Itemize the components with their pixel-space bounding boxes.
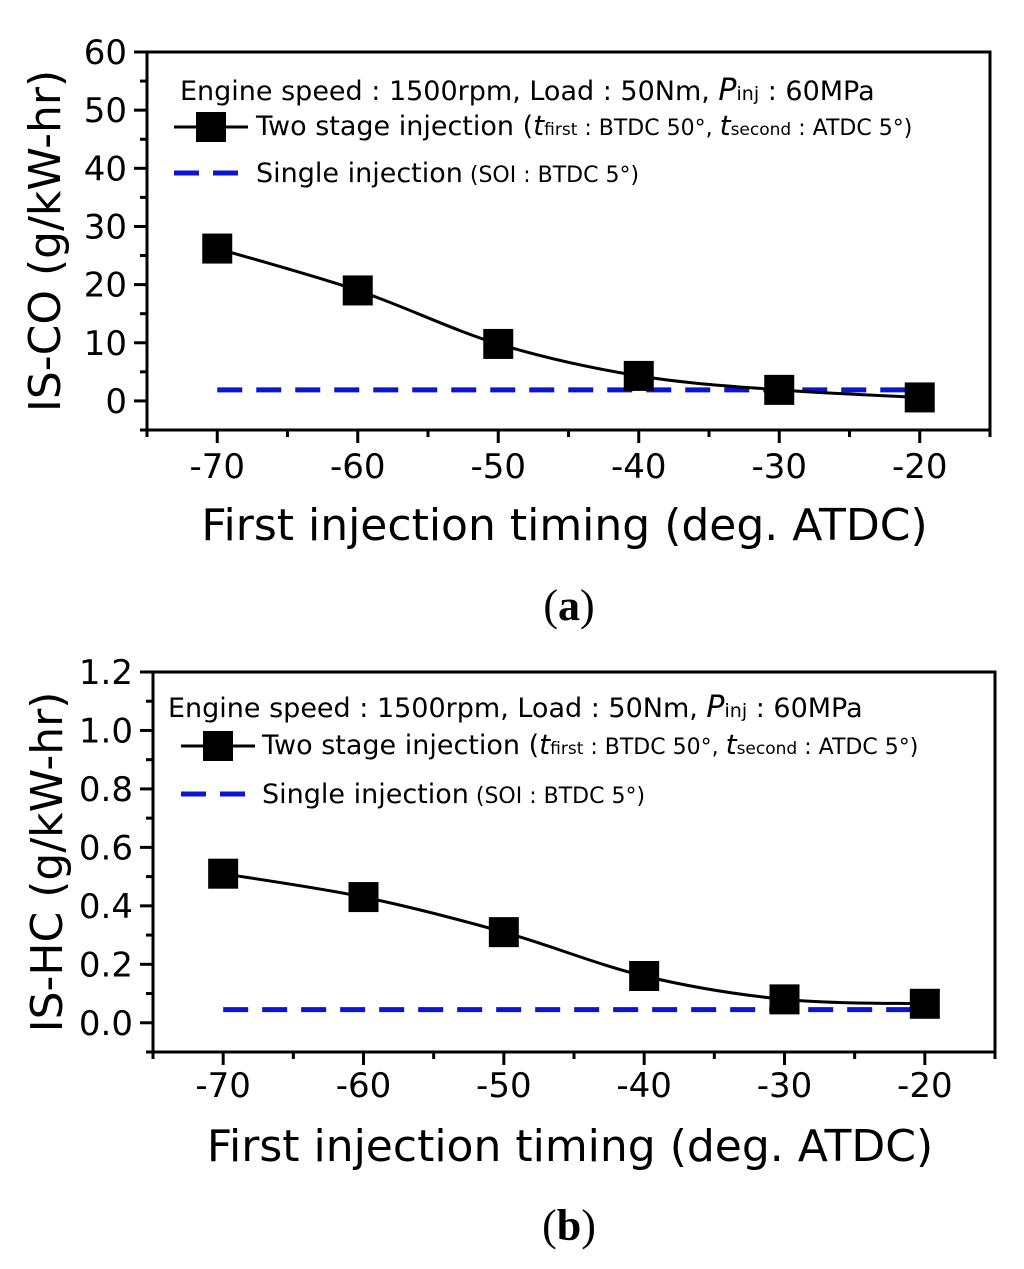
legend-t-second-symbol: t bbox=[726, 728, 738, 761]
annotation-subscript: inj bbox=[737, 83, 760, 105]
y-tick-label: 60 bbox=[84, 33, 127, 73]
legend-two-stage-label: Two stage injection (tfirst : BTDC 50°, … bbox=[255, 109, 912, 142]
x-tick-label: -70 bbox=[189, 447, 245, 487]
legend-two-stage-marker bbox=[196, 112, 226, 142]
y-tick-label: 0.6 bbox=[79, 828, 133, 868]
series-two-stage-point-6 bbox=[904, 382, 935, 413]
x-tick-label: -70 bbox=[195, 1066, 251, 1106]
series-two-stage-point-1 bbox=[202, 233, 233, 264]
panel-label: (b) bbox=[542, 1201, 596, 1250]
plot-frame bbox=[151, 670, 997, 1054]
x-tick-label: -40 bbox=[611, 447, 667, 487]
panel-label-close-paren: ) bbox=[581, 1201, 596, 1250]
panel-label: (a) bbox=[543, 581, 594, 630]
legend-t-second-subscript: second bbox=[731, 120, 792, 140]
legend-two-stage-paren: ( bbox=[514, 111, 533, 142]
legend-t-first-symbol: t bbox=[533, 109, 545, 142]
y-tick-label: 1.0 bbox=[79, 711, 133, 751]
legend-single-note: (SOI : BTDC 5°) bbox=[463, 163, 639, 188]
conditions-annotation: Engine speed : 1500rpm, Load : 50Nm, Pin… bbox=[180, 73, 875, 108]
legend-t-second-value: : ATDC 5°) bbox=[791, 116, 912, 141]
y-tick-label: 0.0 bbox=[79, 1004, 133, 1044]
x-axis-label: First injection timing (deg. ATDC) bbox=[207, 1121, 933, 1172]
series-two-stage-point-1 bbox=[208, 858, 239, 889]
y-tick-label: 20 bbox=[84, 266, 127, 306]
plot-frame bbox=[145, 50, 992, 432]
annotation-tail: : 60MPa bbox=[747, 693, 863, 724]
legend-t-first-subscript: first bbox=[550, 739, 584, 759]
annotation-tail: : 60MPa bbox=[759, 76, 875, 107]
x-tick-label: -30 bbox=[751, 447, 807, 487]
annotation-main: Engine speed : 1500rpm, Load : 50Nm, bbox=[180, 76, 718, 107]
legend-single-label: Single injection (SOI : BTDC 5°) bbox=[256, 158, 639, 189]
legend-two-stage-name: Two stage injection bbox=[255, 111, 514, 142]
x-axis-label: First injection timing (deg. ATDC) bbox=[201, 500, 927, 551]
y-tick-label: 0.8 bbox=[79, 770, 133, 810]
series-two-stage-line bbox=[216, 247, 920, 399]
legend-t-first-subscript: first bbox=[544, 120, 578, 140]
y-tick-label: 0.2 bbox=[79, 945, 133, 985]
panel-label-letter: b bbox=[557, 1201, 581, 1250]
conditions-annotation: Engine speed : 1500rpm, Load : 50Nm, Pin… bbox=[168, 690, 863, 725]
series-two-stage-point-4 bbox=[629, 961, 660, 991]
x-tick-label: -50 bbox=[476, 1066, 532, 1106]
y-axis-label: IS-CO (g/kW-hr) bbox=[20, 70, 71, 412]
series-two-stage-point-3 bbox=[483, 328, 514, 359]
series-two-stage-point-4 bbox=[623, 360, 654, 391]
legend-two-stage-marker bbox=[203, 731, 233, 761]
panel-label-close-paren: ) bbox=[580, 581, 595, 630]
legend-single-name: Single injection bbox=[256, 158, 463, 189]
panel-label-open-paren: ( bbox=[543, 581, 558, 630]
panel-label-open-paren: ( bbox=[542, 1201, 557, 1250]
x-tick-label: -40 bbox=[616, 1066, 672, 1106]
y-tick-label: 1.2 bbox=[79, 653, 133, 693]
x-tick-label: -60 bbox=[336, 1066, 392, 1106]
annotation-symbol: P bbox=[718, 73, 737, 108]
legend-two-stage-name: Two stage injection bbox=[261, 730, 520, 761]
legend-t-second-value: : ATDC 5°) bbox=[797, 735, 918, 760]
annotation-subscript: inj bbox=[725, 700, 748, 722]
series-two-stage-point-2 bbox=[342, 275, 373, 306]
annotation-symbol: P bbox=[706, 690, 725, 725]
legend-single-name: Single injection bbox=[262, 779, 469, 810]
chart-panel-a: -70 -60 -50 -40 -30 -20 0 10 20 30 40 50 60 First inj… bbox=[20, 33, 992, 630]
series-two-stage-point-5 bbox=[764, 374, 795, 405]
legend-t-first-symbol: t bbox=[539, 728, 551, 761]
y-tick-label: 50 bbox=[84, 91, 127, 131]
y-tick-label: 40 bbox=[84, 149, 127, 189]
series-two-stage-point-3 bbox=[488, 917, 519, 948]
annotation-main: Engine speed : 1500rpm, Load : 50Nm, bbox=[168, 693, 706, 724]
y-tick-label: 0 bbox=[105, 382, 127, 422]
series-two-stage-point-6 bbox=[909, 988, 940, 1019]
legend-single-label: Single injection (SOI : BTDC 5°) bbox=[262, 779, 645, 810]
legend-two-stage-paren: ( bbox=[520, 730, 539, 761]
x-tick-label: -60 bbox=[330, 447, 386, 487]
y-tick-label: 0.4 bbox=[79, 887, 133, 927]
x-tick-label: -20 bbox=[897, 1066, 953, 1106]
legend-t-second-subscript: second bbox=[737, 739, 798, 759]
panel-label-letter: a bbox=[558, 581, 580, 630]
x-tick-label: -20 bbox=[892, 447, 948, 487]
y-tick-label: 30 bbox=[84, 207, 127, 247]
legend-single-note: (SOI : BTDC 5°) bbox=[469, 784, 645, 809]
series-two-stage-point-2 bbox=[348, 882, 379, 913]
series-two-stage-point-5 bbox=[769, 984, 800, 1015]
series-two-stage-line bbox=[222, 872, 925, 1006]
y-axis-label: IS-HC (g/kW-hr) bbox=[22, 692, 73, 1033]
x-tick-label: -50 bbox=[470, 447, 526, 487]
legend-t-second-symbol: t bbox=[720, 109, 732, 142]
legend-two-stage-label: Two stage injection (tfirst : BTDC 50°, … bbox=[261, 728, 918, 761]
legend-t-first-value: : BTDC 50°, bbox=[577, 116, 719, 141]
x-tick-label: -30 bbox=[757, 1066, 813, 1106]
legend-t-first-value: : BTDC 50°, bbox=[583, 735, 725, 760]
y-tick-label: 10 bbox=[84, 324, 127, 364]
chart-panel-b: -70 -60 -50 -40 -30 -20 0.0 0.2 0.4 0.6 0.8 1.0 1.2 F… bbox=[22, 653, 997, 1250]
